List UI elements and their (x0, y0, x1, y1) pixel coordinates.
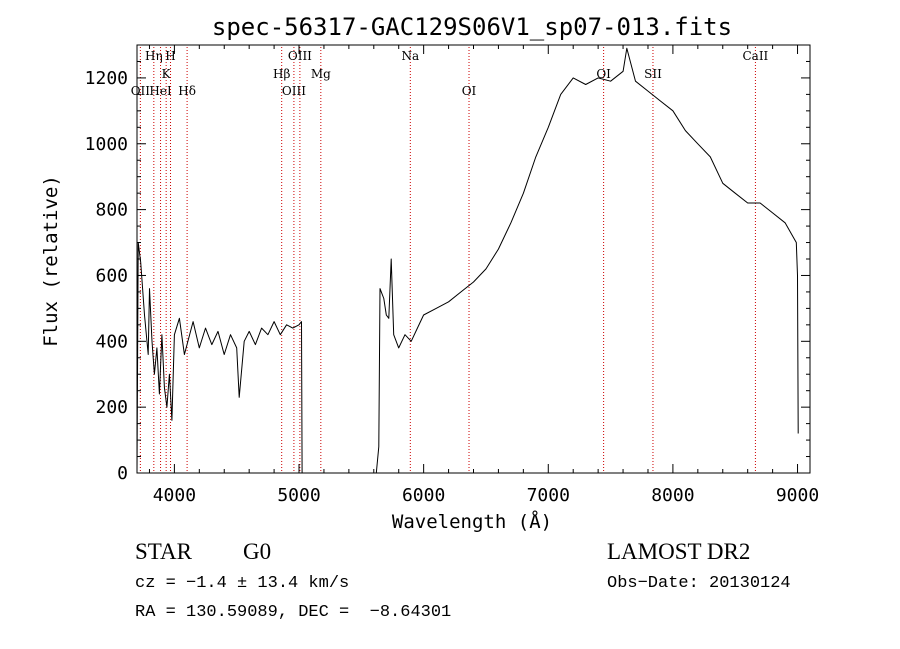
line-label-10: Na (401, 49, 419, 63)
line-label-5: Hδ (178, 84, 196, 98)
line-label-11: OI (462, 84, 477, 98)
line-label-0: OII (131, 84, 151, 98)
y-tick-label-3: 600 (95, 265, 128, 286)
line-label-2: HeI (149, 84, 172, 98)
x-tick-label-0: 4000 (153, 485, 196, 506)
y-axis-label: Flux (relative) (40, 175, 62, 347)
spectrum-segment-0 (136, 242, 303, 474)
plot-frame (136, 44, 811, 474)
y-tick-label-0: 0 (117, 463, 128, 484)
x-tick-label-3: 7000 (527, 485, 570, 506)
chart-title: spec-56317-GAC129S06V1_sp07-013.fits (212, 13, 732, 41)
y-tick-label-1: 200 (95, 397, 128, 418)
line-label-3: K (162, 67, 172, 81)
obs-date-text: Obs−Date: 20130124 (607, 574, 791, 593)
spectrum-segment-1 (375, 47, 799, 474)
axes: 4000 5000 6000 7000 8000 9000 0 200 400 600 800 100… (85, 45, 819, 506)
object-subclass: G0 (243, 539, 272, 564)
object-class: STAR (135, 539, 192, 564)
survey-name: LAMOST DR2 (607, 539, 751, 564)
redshift-text: cz = −1.4 ± 13.4 km/s (135, 574, 350, 593)
spectrum-series (136, 47, 799, 474)
line-label-14: CaII (742, 49, 768, 63)
coordinates-text: RA = 130.59089, DEC = −8.64301 (135, 603, 452, 622)
y-tick-label-6: 1200 (85, 68, 128, 89)
y-tick-label-5: 1000 (85, 134, 128, 155)
line-label-4: H (165, 49, 175, 63)
line-label-9: Mg (311, 67, 331, 81)
line-label-1: Hη (145, 49, 163, 63)
y-tick-label-2: 400 (95, 331, 128, 352)
line-label-7: OIII (282, 84, 306, 98)
line-label-6: Hβ (273, 67, 290, 81)
line-label-12: OI (596, 67, 611, 81)
x-tick-label-4: 8000 (651, 485, 694, 506)
x-tick-label-1: 5000 (277, 485, 320, 506)
x-tick-label-5: 9000 (776, 485, 819, 506)
x-tick-label-2: 6000 (402, 485, 445, 506)
y-tick-label-4: 800 (95, 200, 128, 221)
line-label-13: SII (644, 67, 662, 81)
x-axis-label: Wavelength (Å) (392, 510, 552, 533)
spectral-line-markers: OII Hη HeI KH Hδ Hβ OIII OIII Mg Na OI OI SII CaII (131, 47, 769, 473)
line-label-8: OIII (288, 49, 312, 63)
